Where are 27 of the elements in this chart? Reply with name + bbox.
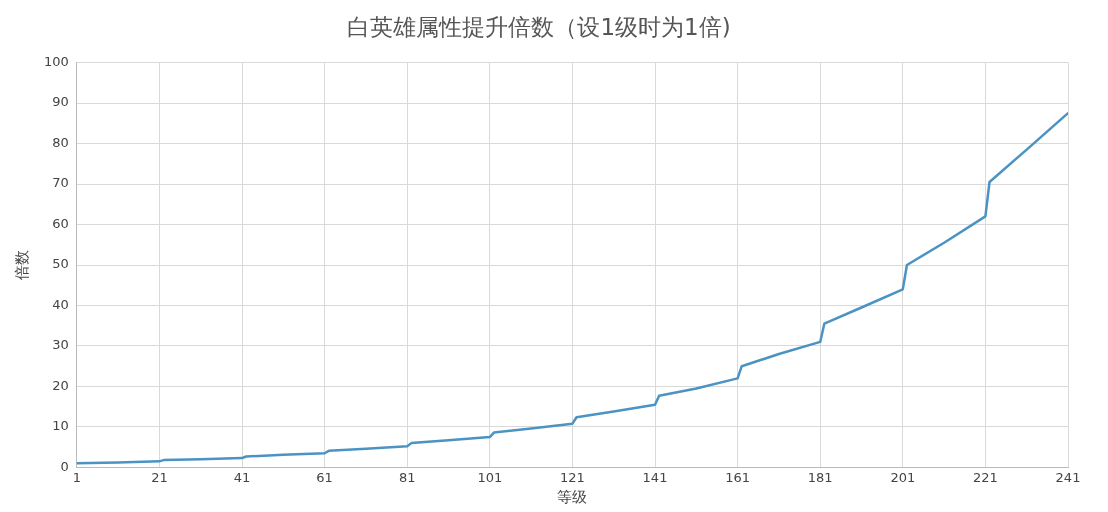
- x-tick-label: 41: [233, 469, 251, 485]
- x-tick-label: 201: [890, 469, 916, 485]
- y-tick-label: 80: [52, 134, 69, 150]
- y-tick-label: 0: [60, 458, 69, 474]
- y-tick-label: 100: [43, 53, 69, 69]
- x-tick-label: 1: [72, 469, 81, 485]
- y-tick-label: 30: [52, 337, 69, 353]
- x-tick-label: 241: [1055, 469, 1081, 485]
- y-tick-label: 90: [52, 94, 69, 110]
- y-tick-label: 20: [52, 377, 69, 393]
- x-tick-label: 181: [807, 469, 833, 485]
- x-tick-label: 81: [398, 469, 416, 485]
- y-tick-label: 40: [52, 296, 69, 312]
- y-axis-title: 倍数: [12, 250, 31, 280]
- y-tick-label: 70: [52, 175, 69, 191]
- x-tick-label: 141: [642, 469, 668, 485]
- y-tick-label: 10: [52, 418, 69, 434]
- x-tick-label: 121: [559, 469, 585, 485]
- x-tick-label: 221: [972, 469, 998, 485]
- x-axis-title: 等级: [557, 487, 588, 506]
- x-tick-label: 61: [316, 469, 333, 485]
- y-tick-label: 60: [52, 215, 69, 231]
- x-tick-label: 101: [477, 469, 503, 485]
- x-tick-label: 161: [725, 469, 751, 485]
- y-tick-label: 50: [52, 256, 69, 272]
- x-tick-label: 21: [151, 469, 168, 485]
- chart-title: 白英雄属性提升倍数（设1级时为1倍): [347, 13, 731, 40]
